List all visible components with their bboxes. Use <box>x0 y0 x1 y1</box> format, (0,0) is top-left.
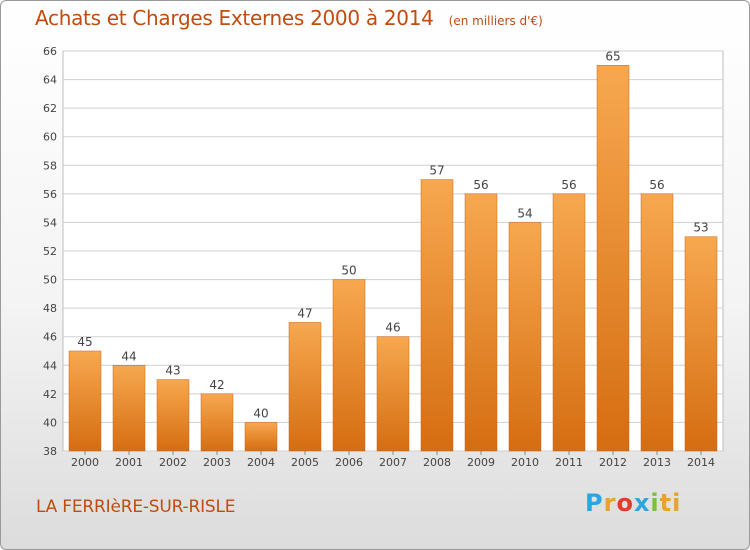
bar-value-label: 47 <box>297 306 312 320</box>
axes: 38 40 42 44 46 48 50 52 54 56 58 60 62 64 66 2000 2001 20… <box>43 45 715 469</box>
logo-letter: ti <box>659 489 682 517</box>
x-tick-label: 2002 <box>159 456 187 469</box>
chart-subtitle: (en milliers d'€) <box>448 14 543 28</box>
y-tick-label: 64 <box>43 74 57 87</box>
logo-letter: i <box>650 489 660 517</box>
x-tick-label: 2007 <box>379 456 407 469</box>
y-tick-label: 54 <box>43 216 57 229</box>
y-tick-label: 48 <box>43 302 57 315</box>
logo-letter: P <box>585 489 604 517</box>
y-tick-label: 38 <box>43 445 57 458</box>
y-tick-label: 58 <box>43 159 57 172</box>
bar <box>420 179 454 452</box>
proxiti-logo: Proxiti <box>585 489 681 517</box>
bar-value-label: 44 <box>121 349 136 363</box>
bar <box>112 365 146 452</box>
y-tick-label: 56 <box>43 188 57 201</box>
commune-name: LA FERRIèRE-SUR-RISLE <box>36 497 236 517</box>
bar-value-label: 56 <box>473 178 488 192</box>
bar <box>464 193 498 452</box>
x-tick-label: 2001 <box>115 456 143 469</box>
x-tick-label: 2004 <box>247 456 275 469</box>
bar <box>376 336 410 452</box>
bar-value-label: 65 <box>605 49 620 63</box>
x-tick-label: 2000 <box>71 456 99 469</box>
bar-value-label: 56 <box>561 178 576 192</box>
x-tick-label: 2014 <box>687 456 715 469</box>
bar-value-label: 43 <box>165 364 180 378</box>
title-row: Achats et Charges Externes 2000 à 2014 (… <box>35 6 543 30</box>
y-tick-label: 50 <box>43 274 57 287</box>
chart-title: Achats et Charges Externes 2000 à 2014 <box>35 6 434 30</box>
logo-letter: x <box>633 489 651 517</box>
bar-value-label: 54 <box>517 206 532 220</box>
logo-letter: r <box>603 489 617 517</box>
x-tick-label: 2012 <box>599 456 627 469</box>
y-tick-label: 62 <box>43 102 57 115</box>
bar <box>684 236 718 452</box>
bar <box>68 350 102 452</box>
y-tick-label: 40 <box>43 416 57 429</box>
bars <box>68 65 718 452</box>
x-tick-label: 2005 <box>291 456 319 469</box>
x-tick-label: 2011 <box>555 456 583 469</box>
bar <box>244 422 278 452</box>
bar <box>508 222 542 452</box>
bar-value-label: 53 <box>693 221 708 235</box>
bar-value-label: 50 <box>341 264 356 278</box>
y-tick-label: 42 <box>43 388 57 401</box>
bar-value-label: 42 <box>209 378 224 392</box>
y-tick-label: 60 <box>43 131 57 144</box>
x-tick-label: 2013 <box>643 456 671 469</box>
bar <box>156 379 190 452</box>
bar-value-label: 56 <box>649 178 664 192</box>
bar-value-label: 46 <box>385 321 400 335</box>
bar <box>332 279 366 452</box>
value-labels: 45 44 43 42 40 47 50 46 57 56 54 56 65 56 53 <box>77 49 708 420</box>
y-tick-label: 52 <box>43 245 57 258</box>
x-tick-label: 2010 <box>511 456 539 469</box>
x-tick-label: 2009 <box>467 456 495 469</box>
x-tick-label: 2003 <box>203 456 231 469</box>
x-tick-label: 2006 <box>335 456 363 469</box>
y-tick-label: 44 <box>43 359 57 372</box>
y-tick-label: 66 <box>43 45 57 58</box>
y-tick-label: 46 <box>43 331 57 344</box>
bar <box>640 193 674 452</box>
logo-letter: o <box>616 489 634 517</box>
bar <box>552 193 586 452</box>
bar <box>288 322 322 452</box>
x-tick-label: 2008 <box>423 456 451 469</box>
bar <box>596 65 630 452</box>
bar <box>200 393 234 452</box>
bar-value-label: 45 <box>77 335 92 349</box>
bar-value-label: 40 <box>253 406 268 420</box>
bar-value-label: 57 <box>429 164 444 178</box>
